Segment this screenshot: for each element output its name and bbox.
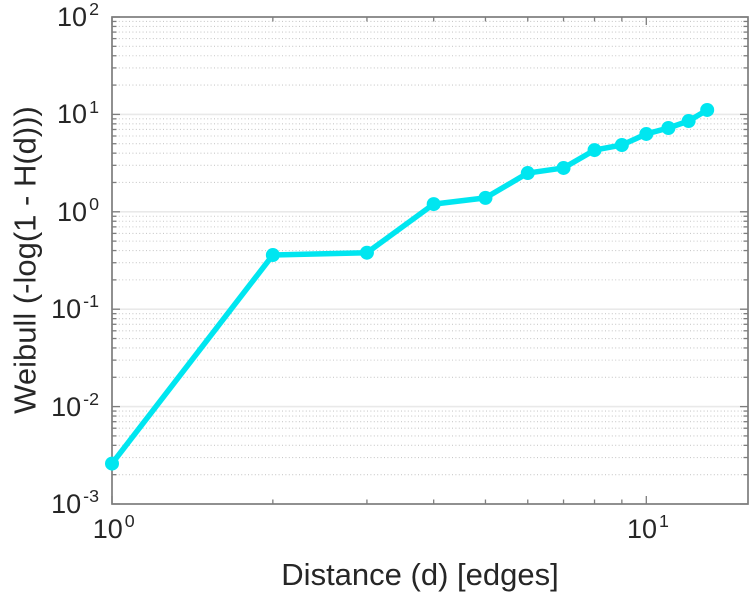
- data-point-marker: [639, 126, 654, 141]
- data-point-marker: [265, 248, 280, 263]
- data-point-marker: [520, 166, 535, 181]
- data-point-marker: [478, 190, 493, 205]
- x-axis-label: Distance (d) [edges]: [281, 557, 559, 592]
- data-point-marker: [661, 121, 676, 136]
- x-tick-label: 10 1: [626, 511, 669, 544]
- y-tick-label: 10 2: [57, 0, 99, 32]
- x-tick-label: 10 0: [92, 511, 135, 544]
- data-point-marker: [105, 456, 119, 471]
- y-tick-label: 10 0: [57, 193, 99, 227]
- data-point-marker: [614, 138, 629, 153]
- axes-box: [111, 16, 749, 505]
- y-tick-label: 10 1: [57, 96, 99, 130]
- y-tick-label: 10 -2: [51, 388, 99, 422]
- y-tick-label: 10 -1: [51, 291, 99, 325]
- y-tick-label: 10 -3: [51, 486, 99, 519]
- data-point-marker: [556, 160, 571, 175]
- data-point-marker: [700, 102, 715, 117]
- data-point-marker: [426, 197, 441, 212]
- data-point-marker: [359, 245, 374, 260]
- data-point-marker: [587, 143, 602, 158]
- data-point-marker: [681, 114, 696, 129]
- y-axis-label: Weibull (-log(1 - H(d))): [7, 106, 43, 414]
